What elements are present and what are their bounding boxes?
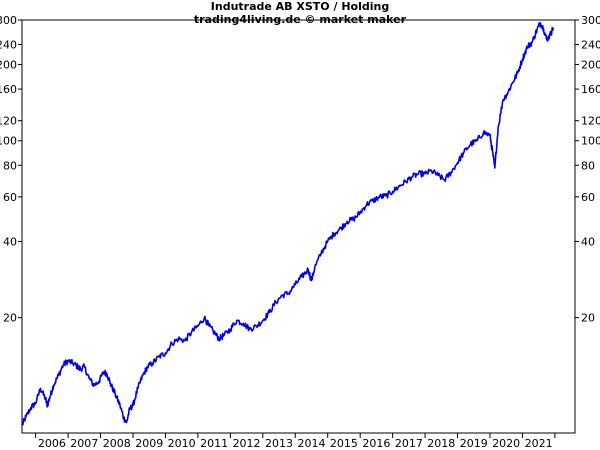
chart-title-main: Indutrade AB XSTO / Holding bbox=[210, 0, 390, 13]
y-tick-label-right: 20 bbox=[581, 312, 595, 325]
series-layer bbox=[21, 22, 555, 426]
y-tick-label-left: 60 bbox=[3, 191, 17, 204]
y-tick-label-right: 60 bbox=[581, 191, 595, 204]
x-tick-label: 2008 bbox=[103, 437, 131, 450]
x-tick-label: 2012 bbox=[233, 437, 261, 450]
x-tick-label: 2010 bbox=[168, 437, 196, 450]
y-tick-label-right: 100 bbox=[581, 135, 600, 148]
x-tick-label: 2019 bbox=[460, 437, 488, 450]
y-tick-label-left: 200 bbox=[0, 59, 17, 72]
y-tick-label-right: 240 bbox=[581, 39, 600, 52]
y-tick-label-left: 120 bbox=[0, 115, 17, 128]
x-axis: 2006 2007 2008 2009 2010 2011 2012 2013 2014 2015… bbox=[35, 433, 556, 450]
x-tick-label: 2014 bbox=[297, 437, 325, 450]
y-tick-label-left: 240 bbox=[0, 39, 17, 52]
y-tick-label-right: 200 bbox=[581, 59, 600, 72]
x-tick-label: 2018 bbox=[427, 437, 455, 450]
price-series-line bbox=[21, 22, 555, 426]
y-axis: 20 20 40 40 60 60 80 80 100 100 120 120 160 160 200 200… bbox=[0, 14, 600, 325]
x-tick-label: 2021 bbox=[525, 437, 553, 450]
y-tick-label-right: 120 bbox=[581, 115, 600, 128]
x-tick-label: 2007 bbox=[70, 437, 98, 450]
y-tick-label-right: 80 bbox=[581, 159, 595, 172]
y-tick-label-left: 80 bbox=[3, 159, 17, 172]
y-tick-label-right: 40 bbox=[581, 235, 595, 248]
x-tick-label: 2013 bbox=[265, 437, 293, 450]
y-tick-label-left: 20 bbox=[3, 312, 17, 325]
x-tick-label: 2017 bbox=[395, 437, 423, 450]
y-tick-label-left: 300 bbox=[0, 14, 17, 27]
x-tick-label: 2020 bbox=[492, 437, 520, 450]
y-tick-label-left: 100 bbox=[0, 135, 17, 148]
x-tick-label: 2009 bbox=[135, 437, 163, 450]
y-tick-label-left: 160 bbox=[0, 83, 17, 96]
y-tick-label-right: 300 bbox=[581, 14, 600, 27]
x-tick-label: 2016 bbox=[362, 437, 390, 450]
x-tick-label: 2006 bbox=[38, 437, 66, 450]
plot-frame bbox=[21, 19, 576, 434]
y-tick-label-right: 160 bbox=[581, 83, 600, 96]
y-tick-label-left: 40 bbox=[3, 235, 17, 248]
x-tick-label: 2015 bbox=[330, 437, 358, 450]
x-tick-label: 2011 bbox=[200, 437, 228, 450]
plot-border bbox=[21, 19, 576, 434]
